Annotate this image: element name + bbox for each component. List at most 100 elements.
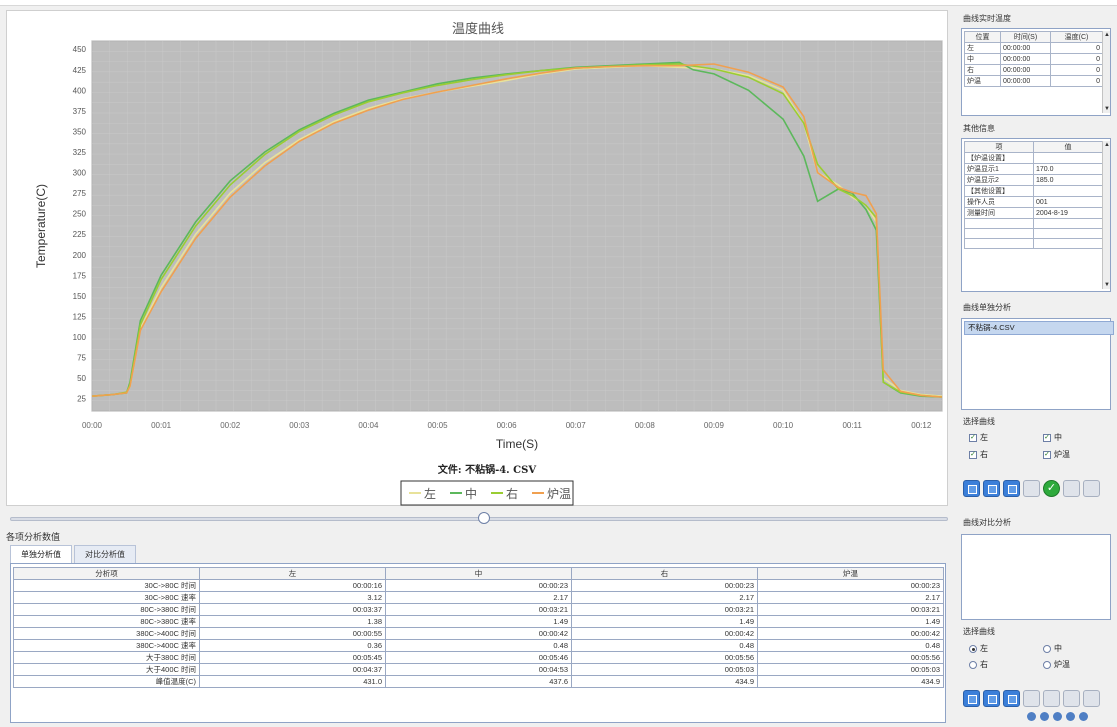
confirm-icon[interactable]: ✓ bbox=[1043, 480, 1060, 497]
tab-single-analysis[interactable]: 单独分析值 bbox=[10, 545, 72, 563]
y-tick-label: 125 bbox=[73, 312, 87, 321]
table-cell: 00:00:23 bbox=[571, 579, 758, 592]
realtime-title: 曲线实时温度 bbox=[963, 14, 1011, 23]
table-cell: 炉温显示1 bbox=[964, 163, 1034, 175]
table-row: 峰值温度(C) 431.0 437.6 434.9 434.9 bbox=[13, 675, 944, 688]
y-tick-label: 400 bbox=[73, 86, 87, 95]
checkbox-right-box[interactable]: ✓ bbox=[969, 450, 977, 459]
chart-icon[interactable] bbox=[1063, 690, 1080, 707]
time-slider[interactable] bbox=[10, 512, 948, 526]
table-cell: 1.49 bbox=[385, 615, 572, 628]
scroll-down-icon[interactable]: ▼ bbox=[1104, 282, 1110, 288]
checkbox-middle[interactable]: ✓ 中 bbox=[1043, 432, 1062, 443]
table-cell: 00:04:37 bbox=[199, 663, 386, 676]
scroll-down-icon[interactable]: ▼ bbox=[1104, 106, 1110, 112]
list-view-icon[interactable] bbox=[983, 690, 1000, 707]
table-cell: 2.17 bbox=[385, 591, 572, 604]
table-cell bbox=[1033, 185, 1103, 197]
y-tick-label: 175 bbox=[73, 271, 87, 280]
series-line bbox=[91, 63, 943, 398]
export-icon[interactable] bbox=[1023, 480, 1040, 497]
realtime-scrollbar[interactable]: ▲ ▼ bbox=[1102, 31, 1110, 113]
grid-view-icon[interactable] bbox=[1003, 690, 1020, 707]
list-view-icon[interactable] bbox=[983, 480, 1000, 497]
status-dot-icon bbox=[1079, 712, 1088, 721]
checkbox-left-box[interactable]: ✓ bbox=[969, 433, 977, 442]
table-row bbox=[964, 228, 1103, 239]
table-row bbox=[964, 238, 1103, 249]
radio-furnace-circle[interactable] bbox=[1043, 660, 1051, 669]
window-top-strip bbox=[0, 0, 1117, 6]
paste-icon[interactable] bbox=[1083, 480, 1100, 497]
series-line bbox=[91, 63, 943, 398]
scroll-up-icon[interactable]: ▲ bbox=[1104, 142, 1110, 148]
table-cell: 00:00:00 bbox=[1000, 42, 1051, 54]
radio-middle-label: 中 bbox=[1054, 644, 1062, 653]
radio-middle[interactable]: 中 bbox=[1043, 643, 1062, 654]
print-icon[interactable] bbox=[1043, 690, 1060, 707]
checkbox-left[interactable]: ✓ 左 bbox=[969, 432, 988, 443]
analysis-table-header-row: 分析项 左 中 右 炉温 bbox=[13, 567, 944, 580]
other-info-scrollbar[interactable]: ▲ ▼ bbox=[1102, 141, 1110, 289]
table-row: 【炉温设置】 bbox=[964, 152, 1103, 164]
table-cell: 2004-8-19 bbox=[1033, 207, 1103, 219]
table-cell: 00:04:53 bbox=[385, 663, 572, 676]
checkbox-right[interactable]: ✓ 右 bbox=[969, 449, 988, 460]
checkbox-furnace[interactable]: ✓ 炉温 bbox=[1043, 449, 1070, 460]
radio-right[interactable]: 右 bbox=[969, 659, 988, 670]
table-cell: 0.48 bbox=[571, 639, 758, 652]
radio-furnace[interactable]: 炉温 bbox=[1043, 659, 1070, 670]
settings-icon[interactable] bbox=[1083, 690, 1100, 707]
table-cell: 434.9 bbox=[757, 675, 944, 688]
table-row: 中 00:00:00 0 bbox=[964, 53, 1103, 65]
table-cell: 0 bbox=[1050, 75, 1103, 87]
x-tick-label: 00:03 bbox=[289, 421, 310, 430]
table-view-icon[interactable] bbox=[963, 690, 980, 707]
chart-title: 温度曲线 bbox=[452, 21, 504, 37]
y-tick-label: 200 bbox=[73, 251, 87, 260]
radio-left-circle[interactable] bbox=[969, 644, 977, 653]
checkbox-middle-box[interactable]: ✓ bbox=[1043, 433, 1051, 442]
grid-view-icon[interactable] bbox=[1003, 480, 1020, 497]
x-tick-label: 00:09 bbox=[704, 421, 725, 430]
table-row: 380C->400C 时间 00:00:55 00:00:42 00:00:42 00:… bbox=[13, 627, 944, 640]
radio-left[interactable]: 左 bbox=[969, 643, 988, 654]
table-cell: 00:03:21 bbox=[385, 603, 572, 616]
compare-analysis-title: 曲线对比分析 bbox=[963, 518, 1011, 527]
radio-middle-circle[interactable] bbox=[1043, 644, 1051, 653]
y-tick-label: 450 bbox=[73, 45, 87, 54]
checkbox-middle-label: 中 bbox=[1054, 433, 1062, 442]
y-tick-label: 375 bbox=[73, 107, 87, 116]
table-cell: 170.0 bbox=[1033, 163, 1103, 175]
y-tick-label: 25 bbox=[77, 395, 86, 404]
table-cell: 437.6 bbox=[385, 675, 572, 688]
table-cell: 00:00:23 bbox=[757, 579, 944, 592]
checkbox-furnace-box[interactable]: ✓ bbox=[1043, 450, 1051, 459]
export-icon[interactable] bbox=[1023, 690, 1040, 707]
tab-compare-analysis[interactable]: 对比分析值 bbox=[74, 545, 136, 563]
table-cell bbox=[1033, 238, 1103, 249]
radio-left-label: 左 bbox=[980, 644, 988, 653]
table-row: 380C->400C 速率 0.36 0.48 0.48 0.48 bbox=[13, 639, 944, 652]
y-tick-label: 300 bbox=[73, 169, 87, 178]
table-row: 80C->380C 速率 1.38 1.49 1.49 1.49 bbox=[13, 615, 944, 628]
table-cell bbox=[1033, 218, 1103, 229]
table-row bbox=[964, 218, 1103, 229]
table-cell: 001 bbox=[1033, 196, 1103, 208]
table-cell: 00:05:03 bbox=[757, 663, 944, 676]
legend-label: 左 bbox=[424, 486, 436, 501]
other-info-title: 其他信息 bbox=[963, 124, 995, 133]
table-view-icon[interactable] bbox=[963, 480, 980, 497]
selected-file-item[interactable]: 不粘锅-4.CSV bbox=[964, 321, 1114, 335]
slider-thumb[interactable] bbox=[478, 512, 490, 524]
table-row: 测量时间 2004-8-19 bbox=[964, 207, 1103, 219]
single-select-title: 选择曲线 bbox=[963, 417, 995, 426]
table-cell: 00:00:23 bbox=[385, 579, 572, 592]
table-row: 炉温显示2 185.0 bbox=[964, 174, 1103, 186]
header-left: 左 bbox=[199, 567, 386, 580]
scroll-up-icon[interactable]: ▲ bbox=[1104, 32, 1110, 38]
table-cell: 0.48 bbox=[385, 639, 572, 652]
copy-icon[interactable] bbox=[1063, 480, 1080, 497]
y-tick-label: 225 bbox=[73, 230, 87, 239]
radio-right-circle[interactable] bbox=[969, 660, 977, 669]
